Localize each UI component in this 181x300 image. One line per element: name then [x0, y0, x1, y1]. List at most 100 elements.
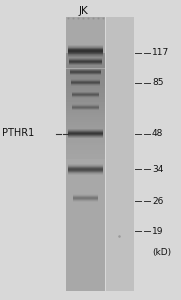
- Bar: [68, 49, 103, 50]
- Text: PTHR1: PTHR1: [2, 128, 34, 139]
- Bar: [66, 145, 105, 147]
- Bar: [68, 134, 103, 135]
- Bar: [68, 132, 103, 133]
- Bar: [66, 90, 105, 92]
- Bar: [66, 54, 105, 56]
- Bar: [68, 54, 103, 55]
- Text: JK: JK: [79, 5, 89, 16]
- Text: (kD): (kD): [152, 248, 171, 256]
- Bar: [66, 72, 105, 74]
- Bar: [66, 52, 105, 54]
- Bar: [66, 85, 105, 86]
- Bar: [68, 56, 103, 57]
- Bar: [66, 142, 105, 143]
- Bar: [66, 134, 105, 136]
- Bar: [66, 63, 105, 65]
- Bar: [66, 136, 105, 138]
- Bar: [66, 129, 105, 131]
- Bar: [68, 171, 103, 172]
- Bar: [66, 16, 105, 291]
- Bar: [66, 74, 105, 76]
- Bar: [68, 165, 103, 166]
- Bar: [66, 147, 105, 148]
- Bar: [68, 45, 103, 46]
- Bar: [68, 137, 103, 138]
- Bar: [66, 88, 105, 90]
- Bar: [66, 77, 105, 79]
- Bar: [66, 99, 105, 100]
- Bar: [68, 169, 103, 170]
- Bar: [66, 86, 105, 88]
- Bar: [66, 104, 105, 106]
- Bar: [68, 170, 103, 171]
- Bar: [68, 46, 103, 47]
- Bar: [68, 129, 103, 130]
- Bar: [66, 122, 105, 124]
- Bar: [68, 136, 103, 137]
- Bar: [66, 140, 105, 142]
- Bar: [68, 166, 103, 167]
- Bar: [66, 68, 105, 70]
- Bar: [66, 111, 105, 113]
- Bar: [68, 47, 103, 48]
- Bar: [66, 92, 105, 93]
- Bar: [66, 102, 105, 104]
- Bar: [66, 150, 105, 152]
- Bar: [68, 173, 103, 174]
- Bar: [66, 106, 105, 108]
- Bar: [66, 70, 105, 72]
- Bar: [68, 168, 103, 169]
- Bar: [66, 110, 105, 111]
- Bar: [66, 95, 105, 97]
- Bar: [66, 148, 105, 150]
- Text: 117: 117: [152, 48, 169, 57]
- Bar: [68, 172, 103, 173]
- Bar: [68, 133, 103, 134]
- Bar: [68, 135, 103, 136]
- Bar: [66, 131, 105, 133]
- Bar: [66, 108, 105, 109]
- Text: 34: 34: [152, 165, 163, 174]
- Bar: [68, 53, 103, 54]
- Bar: [68, 169, 103, 170]
- Bar: [66, 100, 105, 102]
- Bar: [68, 136, 103, 137]
- Bar: [66, 158, 105, 159]
- Bar: [66, 93, 105, 95]
- Bar: [68, 51, 103, 52]
- Text: 26: 26: [152, 196, 163, 206]
- Bar: [66, 120, 105, 122]
- Bar: [66, 76, 105, 77]
- Bar: [66, 97, 105, 99]
- Bar: [68, 131, 103, 132]
- Bar: [68, 167, 103, 168]
- Bar: [66, 83, 105, 85]
- Bar: [68, 164, 103, 165]
- Bar: [66, 67, 105, 68]
- Bar: [66, 118, 105, 120]
- Bar: [66, 152, 105, 154]
- Bar: [66, 124, 105, 125]
- Bar: [66, 156, 105, 158]
- Bar: [66, 143, 105, 145]
- Bar: [66, 60, 105, 61]
- Bar: [66, 81, 105, 83]
- Bar: [66, 115, 105, 116]
- Text: 19: 19: [152, 226, 164, 236]
- Bar: [66, 113, 105, 115]
- Bar: [66, 79, 105, 81]
- Bar: [66, 125, 105, 127]
- Bar: [66, 65, 105, 67]
- Bar: [66, 127, 105, 129]
- Bar: [66, 117, 105, 118]
- Bar: [66, 154, 105, 156]
- Bar: [66, 133, 105, 134]
- Bar: [68, 48, 103, 49]
- Bar: [66, 56, 105, 58]
- Bar: [68, 174, 103, 175]
- Text: 85: 85: [152, 78, 164, 87]
- Bar: [66, 138, 105, 140]
- Text: 48: 48: [152, 129, 163, 138]
- Bar: [68, 50, 103, 51]
- Bar: [106, 16, 134, 291]
